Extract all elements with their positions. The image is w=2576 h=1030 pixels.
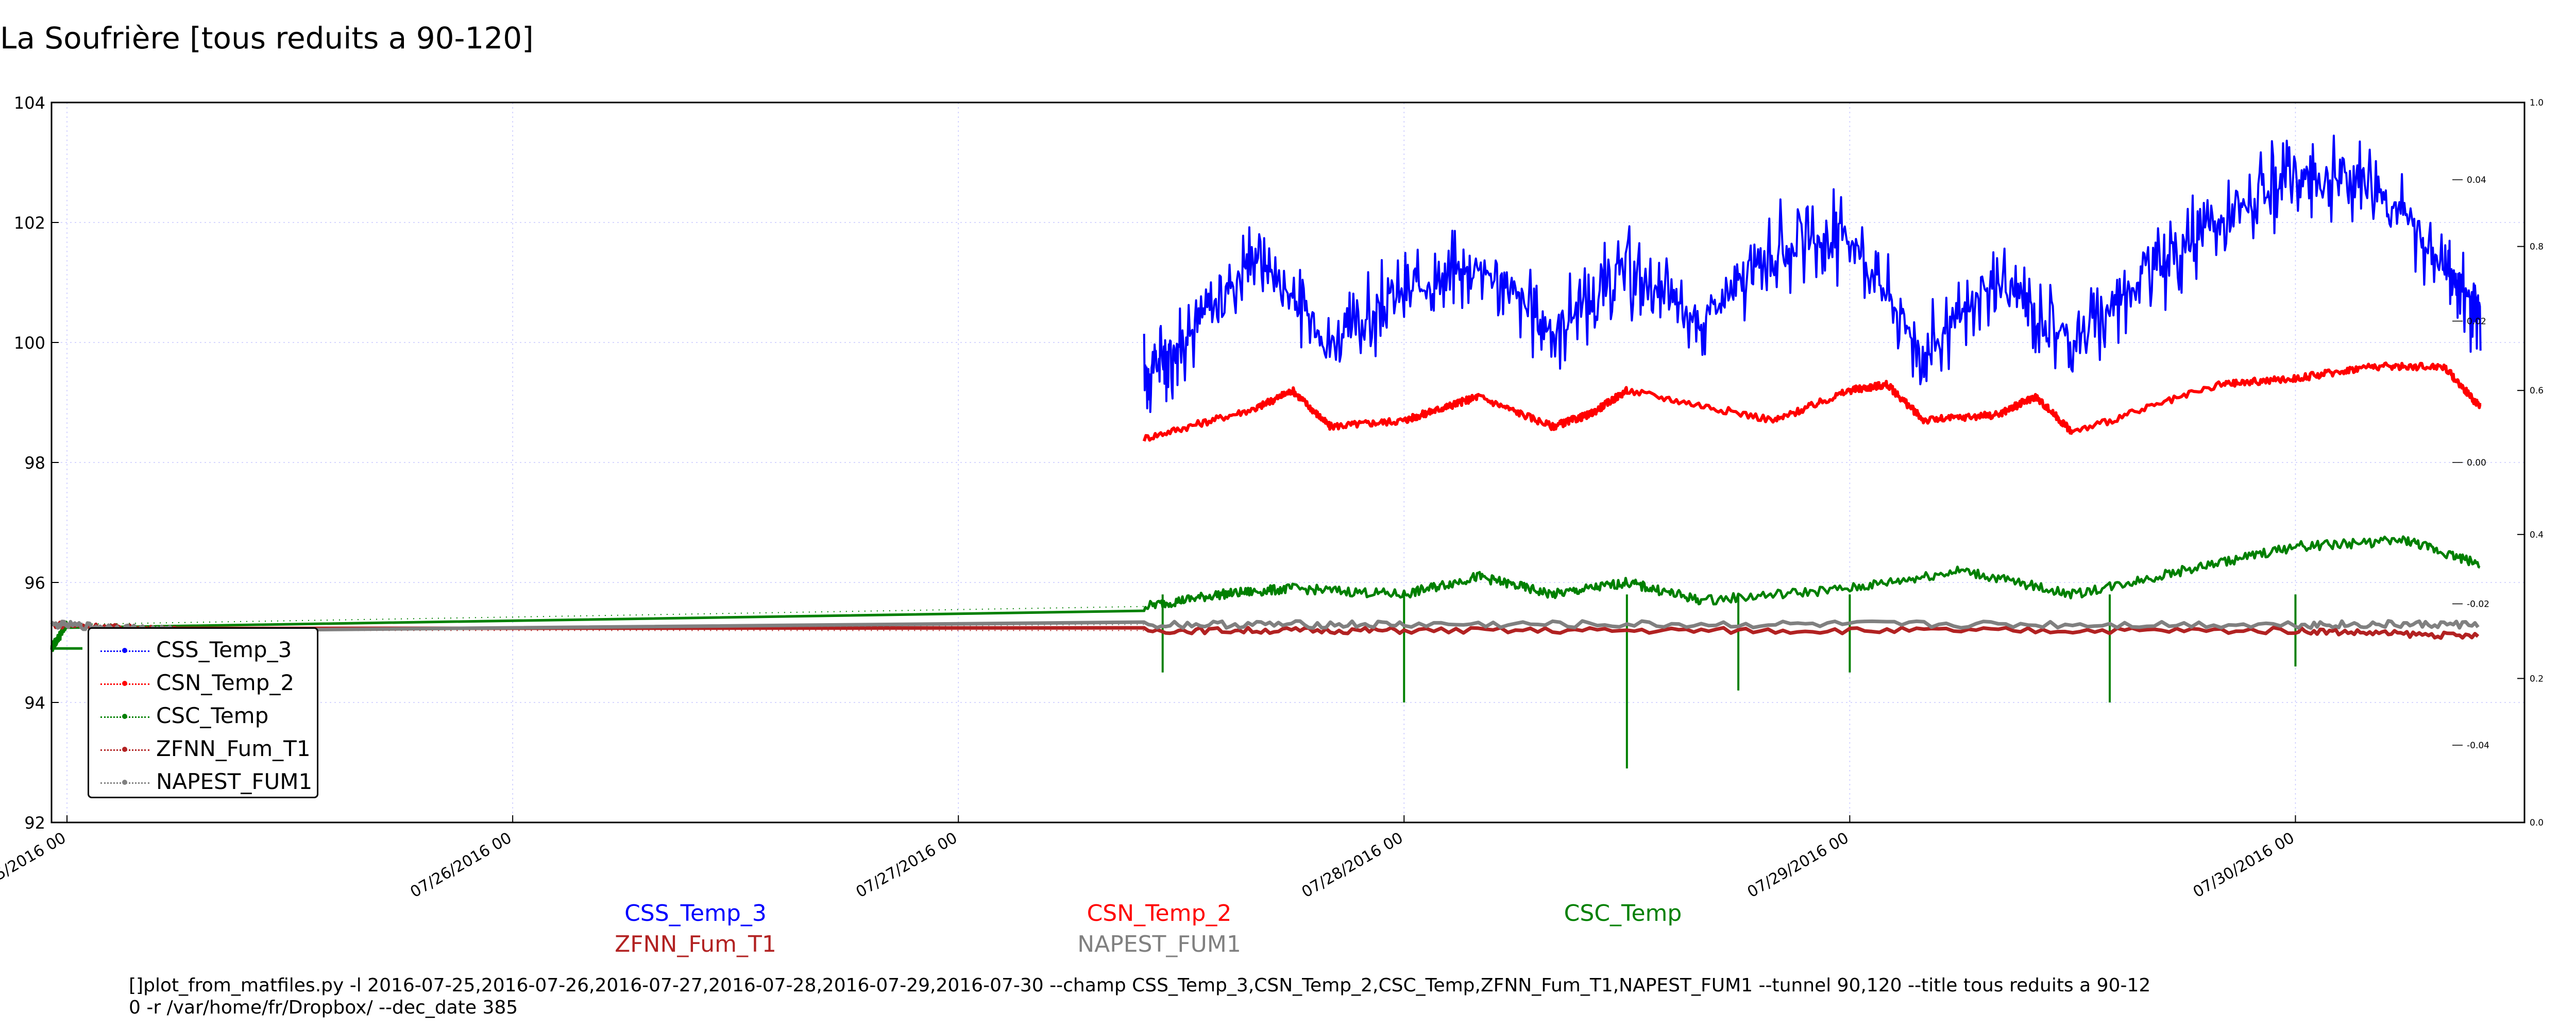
y-tick-label: 102 [14,213,45,233]
series-layer [50,134,2482,769]
series-label-csc-temp: CSC_Temp [1564,900,1682,926]
y-tick-label: 98 [24,453,45,473]
legend-item: CSC_Temp [89,700,317,733]
legend-label-css-temp-3: CSS_Temp_3 [156,637,292,662]
right-tick-label: 0.4 [2530,530,2544,540]
series-csc-temp [50,535,2481,769]
series-csn-temp-2 [1142,361,2482,442]
legend-marker-zfnn-fum-t1 [122,747,127,752]
series-css-temp-3 [1143,134,2482,413]
legend-marker-csn-temp-2 [122,681,127,686]
inner-right-tick-label: 0.04 [2467,175,2486,185]
command-line-2: 0 -r /var/home/fr/Dropbox/ --dec_date 38… [129,997,518,1018]
legend-marker-css-temp-3 [122,648,127,653]
series-line [1143,134,2482,413]
y-tick-label: 94 [24,693,45,713]
x-tick-label: 07/27/2016 00 [853,829,961,902]
series-line [50,535,2481,652]
series-line [1142,361,2482,442]
series-label-zfnn-fum-t1: ZFNN_Fum_T1 [615,931,776,957]
legend-label-csc-temp: CSC_Temp [156,703,269,728]
right-tick-label: 0.8 [2530,242,2544,252]
legend-label-zfnn-fum-t1: ZFNN_Fum_T1 [156,736,311,761]
legend-label-csn-temp-2: CSN_Temp_2 [156,670,295,695]
legend-item: NAPEST_FUM1 [89,766,317,799]
y-tick-label: 92 [24,813,45,833]
right-tick-label: 0.2 [2530,674,2544,684]
inner-right-tick-label: 0.00 [2467,458,2486,468]
series-label-css-temp-3: CSS_Temp_3 [624,900,767,926]
command-line-caption: []plot_from_matfiles.py -l 2016-07-25,20… [129,974,2150,1019]
chart-title: La Soufrière [tous reduits a 90-120] [0,21,534,56]
legend-label-napest-fum1: NAPEST_FUM1 [156,769,313,794]
right-tick-label: 0.6 [2530,386,2544,396]
legend-item: CSS_Temp_3 [89,634,317,667]
legend-item: ZFNN_Fum_T1 [89,733,317,766]
plot-frame [50,101,2526,823]
command-line-1: []plot_from_matfiles.py -l 2016-07-25,20… [129,975,2151,996]
legend-item: CSN_Temp_2 [89,667,317,700]
x-tick-label: 07/29/2016 00 [1744,829,1852,902]
inner-right-tick-label: -0.04 [2467,741,2489,751]
legend-marker-csc-temp [122,714,127,719]
x-tick-label: 07/30/2016 00 [2190,829,2298,902]
legend: CSS_Temp_3 CSN_Temp_2 CSC_Temp ZFNN_Fum_… [88,627,318,798]
grid-lines [52,102,2524,823]
x-tick-label: 07/28/2016 00 [1299,829,1406,902]
y-tick-label: 104 [14,93,45,113]
inner-right-tick-label: -0.02 [2467,599,2489,610]
x-tick-label: 07/26/2016 00 [408,829,515,902]
right-tick-label: 0.0 [2530,818,2544,828]
axes-layer: 92 94 96 98 100 102 104 07/25/2016 00 07/26/2016… [0,93,2544,901]
x-tick-label: 07/25/2016 00 [0,829,69,902]
y-tick-label: 100 [14,333,45,353]
series-label-csn-temp-2: CSN_Temp_2 [1087,900,1232,926]
right-tick-label: 1.0 [2530,98,2544,108]
inner-right-tick-label: 0.02 [2467,317,2486,327]
y-tick-label: 96 [24,573,45,593]
series-gap-connector [67,606,1144,625]
legend-marker-napest-fum1 [122,780,127,785]
series-label-napest-fum1: NAPEST_FUM1 [1077,931,1241,957]
